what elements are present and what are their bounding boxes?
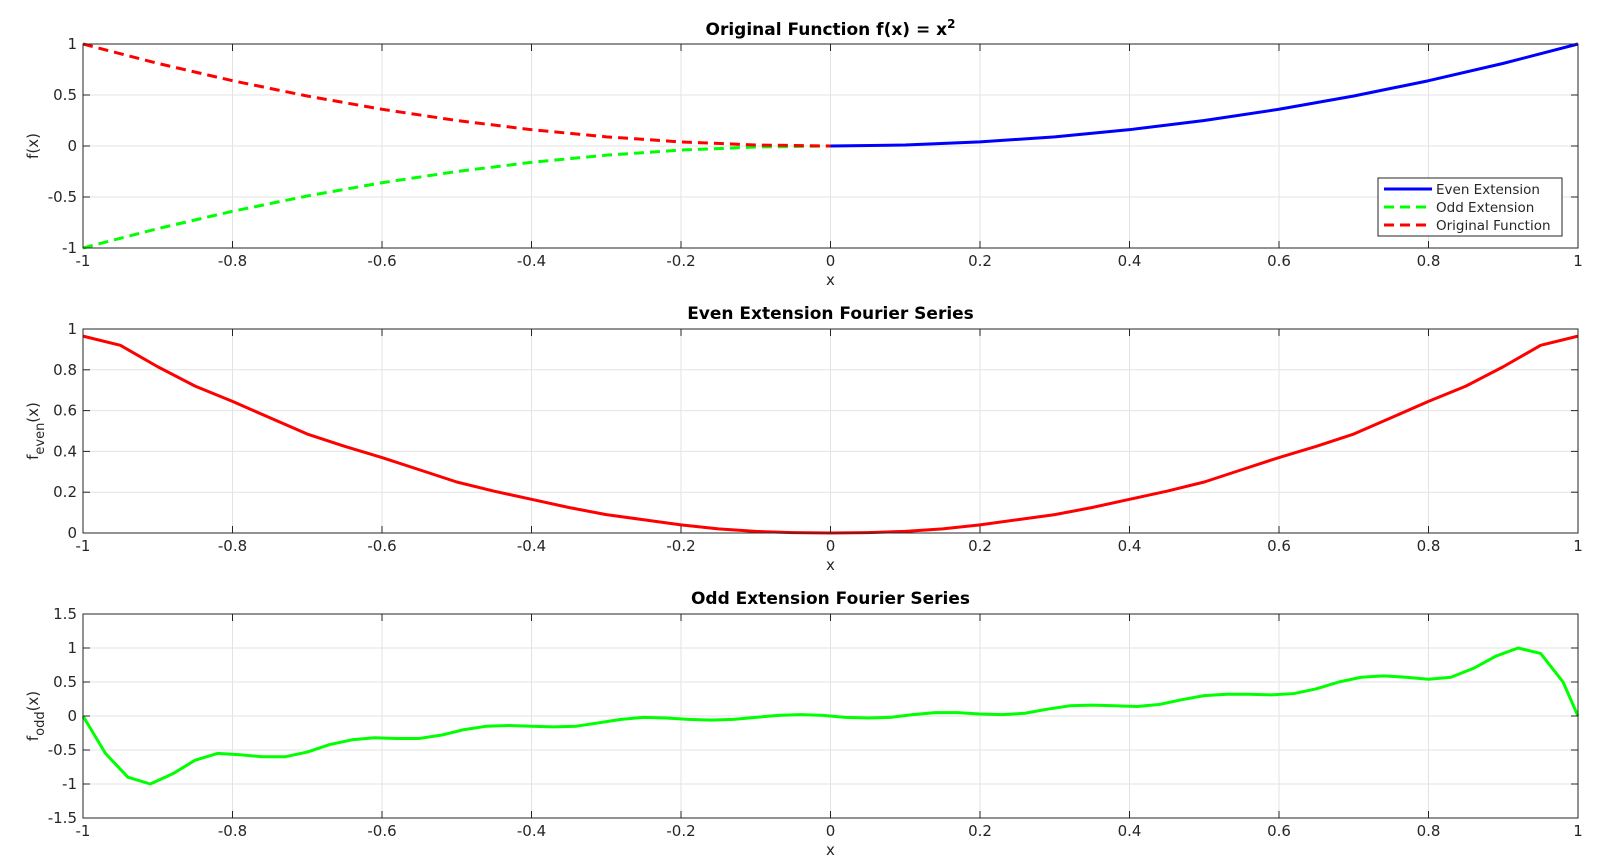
y-axis-label-subscript: even	[33, 423, 48, 455]
y-tick-label: 0.4	[53, 442, 77, 460]
y-axis-label: f(x)	[24, 133, 42, 159]
chart-title: Original Function f(x) = x2	[706, 17, 956, 40]
y-axis-label-suffix: (x)	[24, 402, 42, 423]
x-tick-label: 1	[1573, 537, 1583, 555]
chart-title-text: Original Function f(x) = x	[706, 20, 948, 40]
x-tick-label: -0.4	[517, 537, 546, 555]
y-tick-label: 0.5	[53, 86, 77, 104]
x-tick-label: 0.8	[1417, 537, 1441, 555]
x-tick-label: 0	[826, 252, 836, 270]
x-tick-label: 0	[826, 537, 836, 555]
x-tick-label: 0.2	[968, 537, 992, 555]
x-tick-label: -0.2	[666, 822, 695, 840]
legend-label-2: Odd Extension	[1436, 200, 1534, 216]
subplot-1: -1 -0.8 -0.6 -0.4 -0.2 0 0.2 0.4 0.6 0.8 1 -1 -0.5 0 0…	[24, 17, 1583, 289]
x-tick-label: -0.2	[666, 252, 695, 270]
x-axis-label: x	[826, 271, 835, 289]
x-tick-label: -1	[76, 252, 91, 270]
x-tick-label: -0.8	[218, 252, 247, 270]
y-tick-label: 0.5	[53, 673, 77, 691]
series-line-3-1	[81, 646, 1580, 786]
chart-title-text: Odd Extension Fourier Series	[691, 589, 970, 609]
y-axis-label: feven(x)	[24, 402, 48, 460]
x-tick-label: 0.2	[968, 822, 992, 840]
y-tick-label: -1	[62, 239, 77, 257]
x-tick-label: 0.8	[1417, 252, 1441, 270]
x-tick-label: 0.6	[1267, 822, 1291, 840]
chart-title-text: Even Extension Fourier Series	[687, 304, 974, 324]
series-line-1-1	[830, 42, 1579, 148]
y-tick-label: 1	[67, 35, 77, 53]
x-axis-label: x	[826, 841, 835, 859]
x-tick-label: -0.6	[367, 252, 396, 270]
x-tick-label: 0.4	[1118, 537, 1142, 555]
y-axis-label-text: f	[24, 735, 42, 741]
x-tick-label: -0.8	[218, 537, 247, 555]
x-tick-label: 1	[1573, 252, 1583, 270]
y-tick-label: 0	[67, 137, 77, 155]
y-tick-label: 0	[67, 707, 77, 725]
y-tick-label: 0.8	[53, 361, 77, 379]
x-tick-label: -0.8	[218, 822, 247, 840]
x-tick-label: 0.6	[1267, 252, 1291, 270]
y-tick-label: 1	[67, 639, 77, 657]
series-line-1-3	[82, 42, 831, 148]
legend-label-1: Even Extension	[1436, 182, 1540, 198]
x-tick-label: -0.4	[517, 252, 546, 270]
x-tick-label: -0.6	[367, 822, 396, 840]
chart-title: Even Extension Fourier Series	[687, 304, 974, 324]
y-axis-label-text: f(x)	[24, 133, 42, 159]
x-tick-label: -1	[76, 537, 91, 555]
x-axis-label: x	[826, 556, 835, 574]
y-axis-label-subscript: odd	[33, 711, 48, 735]
y-tick-label: -1	[62, 775, 77, 793]
x-tick-label: -0.4	[517, 822, 546, 840]
y-tick-label: -0.5	[48, 188, 77, 206]
y-tick-label: -1.5	[48, 809, 77, 827]
chart-title-superscript: 2	[947, 17, 955, 31]
y-tick-label: 1	[67, 320, 77, 338]
y-tick-label: 0.6	[53, 402, 77, 420]
x-tick-label: -0.6	[367, 537, 396, 555]
x-tick-label: -1	[76, 822, 91, 840]
x-tick-label: 0.2	[968, 252, 992, 270]
y-axis-label: fodd(x)	[24, 691, 48, 741]
subplot-2: -1 -0.8 -0.6 -0.4 -0.2 0 0.2 0.4 0.6 0.8 1 0 0.2 0.4 0…	[24, 304, 1583, 574]
subplot-3: -1 -0.8 -0.6 -0.4 -0.2 0 0.2 0.4 0.6 0.8 1-1.5-1-0…	[24, 589, 1583, 859]
y-axis-label-text: f	[24, 454, 42, 460]
x-tick-label: 0.8	[1417, 822, 1441, 840]
x-tick-label: 0.4	[1118, 252, 1142, 270]
y-tick-label: 0	[67, 524, 77, 542]
x-tick-label: -0.2	[666, 537, 695, 555]
y-axis-label-suffix: (x)	[24, 691, 42, 712]
legend-label-3: Original Function	[1436, 218, 1551, 234]
legend: Even Extension Odd Extension Original Func…	[1377, 177, 1563, 237]
chart-title: Odd Extension Fourier Series	[691, 589, 970, 609]
subplot-container: -1 -0.8 -0.6 -0.4 -0.2 0 0.2 0.4 0.6 0.8 1 -1 -0.5 0 0…	[24, 17, 1583, 859]
x-tick-label: 0.4	[1118, 822, 1142, 840]
y-tick-label: 0.2	[53, 483, 77, 501]
x-tick-label: 0.6	[1267, 537, 1291, 555]
y-tick-label: -0.5	[48, 741, 77, 759]
y-tick-label: 1.5	[53, 605, 77, 623]
series-line-1-2	[82, 144, 831, 250]
x-tick-label: 0	[826, 822, 836, 840]
x-tick-label: 1	[1573, 822, 1583, 840]
